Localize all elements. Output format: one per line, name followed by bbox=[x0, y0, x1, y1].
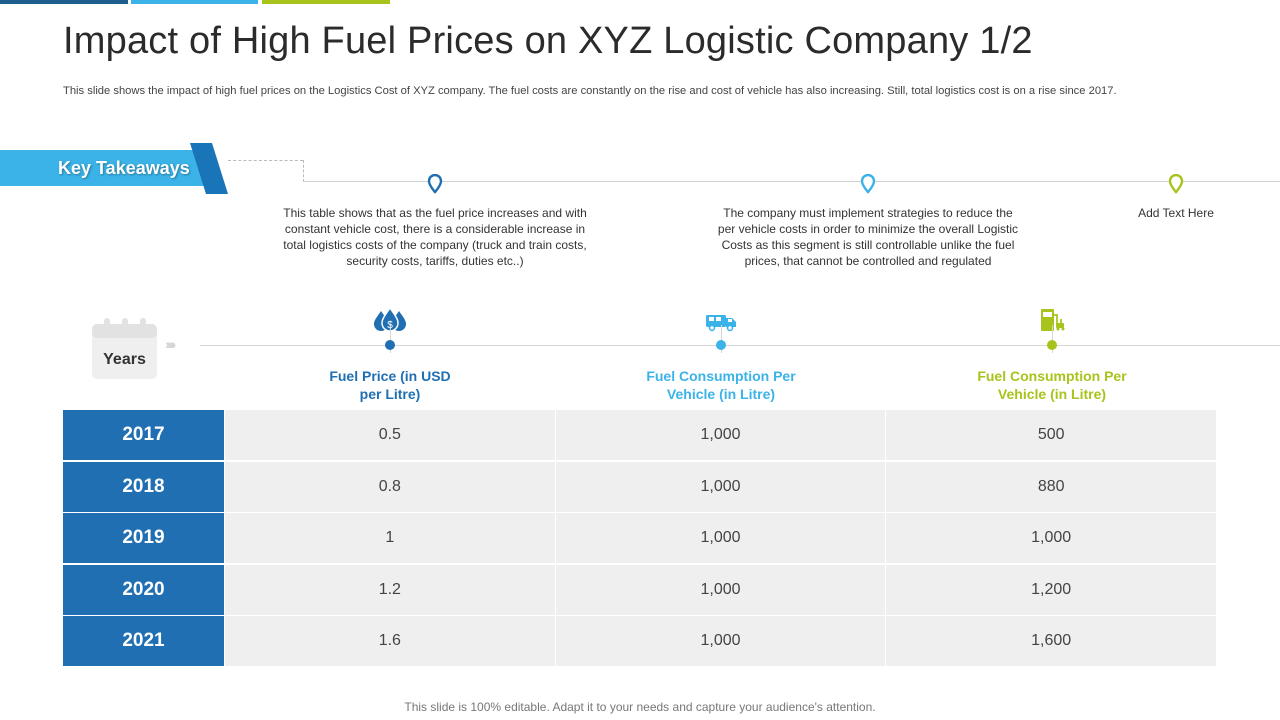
table-cell: 0.8 bbox=[225, 461, 556, 513]
map-pin-icon bbox=[427, 174, 443, 194]
column-dot bbox=[385, 340, 395, 350]
years-label: Years bbox=[103, 351, 146, 368]
table-cell: 0.5 bbox=[225, 410, 556, 461]
slide-subtitle: This slide shows the impact of high fuel… bbox=[63, 85, 1117, 97]
year-cell: 2018 bbox=[63, 461, 225, 513]
accent-bar-dark-blue bbox=[0, 0, 128, 4]
year-cell: 2020 bbox=[63, 564, 225, 616]
column-header-consumption-1: Fuel Consumption Per Vehicle (in Litre) bbox=[646, 368, 796, 402]
map-pin-icon bbox=[860, 174, 876, 194]
table-row: 2020 1.2 1,000 1,200 bbox=[63, 564, 1217, 616]
year-cell: 2017 bbox=[63, 410, 225, 461]
accent-bar-light-blue bbox=[131, 0, 258, 4]
table-row: 2017 0.5 1,000 500 bbox=[63, 410, 1217, 461]
header-line bbox=[200, 345, 1280, 346]
fuel-pump-icon bbox=[1036, 307, 1070, 335]
table-cell: 1,000 bbox=[555, 513, 887, 564]
column-dot bbox=[716, 340, 726, 350]
data-table: 2017 0.5 1,000 500 2018 0.8 1,000 880 20… bbox=[63, 410, 1217, 668]
table-cell: 1,000 bbox=[555, 410, 887, 461]
table-cell: 1.6 bbox=[225, 616, 556, 667]
column-header-fuel-price: Fuel Price (in USD per Litre) bbox=[329, 368, 451, 402]
connector-dashed bbox=[228, 160, 303, 161]
table-cell: 1,200 bbox=[886, 564, 1217, 616]
truck-icon bbox=[704, 307, 738, 335]
table-row: 2021 1.6 1,000 1,600 bbox=[63, 616, 1217, 667]
table-cell: 1,000 bbox=[555, 461, 887, 513]
table-cell: 1.2 bbox=[225, 564, 556, 616]
table-row: 2018 0.8 1,000 880 bbox=[63, 461, 1217, 513]
column-header-consumption-2: Fuel Consumption Per Vehicle (in Litre) bbox=[977, 368, 1127, 402]
column-stem bbox=[1052, 325, 1053, 353]
takeaway-text-3: Add Text Here bbox=[1138, 206, 1214, 220]
map-pin-icon bbox=[1168, 174, 1184, 194]
chevrons-icon: ››››› bbox=[165, 336, 176, 352]
table-row: 2019 1 1,000 1,000 bbox=[63, 513, 1217, 564]
connector-dashed-vertical bbox=[303, 160, 304, 182]
year-cell: 2019 bbox=[63, 513, 225, 564]
table-cell: 1,000 bbox=[555, 616, 887, 667]
accent-bar-green bbox=[262, 0, 390, 4]
takeaway-text-1: This table shows that as the fuel price … bbox=[283, 206, 587, 268]
table-cell: 1 bbox=[225, 513, 556, 564]
table-cell: 1,000 bbox=[886, 513, 1217, 564]
takeaways-timeline bbox=[303, 181, 1280, 182]
table-cell: 500 bbox=[886, 410, 1217, 461]
column-dot bbox=[1047, 340, 1057, 350]
slide-footer: This slide is 100% editable. Adapt it to… bbox=[404, 700, 876, 714]
column-stem bbox=[721, 325, 722, 353]
takeaway-text-2: The company must implement strategies to… bbox=[717, 206, 1019, 268]
column-stem bbox=[390, 325, 391, 353]
year-cell: 2021 bbox=[63, 616, 225, 667]
slide-title: Impact of High Fuel Prices on XYZ Logist… bbox=[63, 20, 1033, 62]
table-cell: 880 bbox=[886, 461, 1217, 513]
key-takeaways-label: Key Takeaways bbox=[58, 158, 190, 178]
key-takeaways-banner bbox=[0, 150, 210, 186]
table-cell: 1,000 bbox=[555, 564, 887, 616]
calendar-icon bbox=[92, 318, 157, 379]
table-cell: 1,600 bbox=[886, 616, 1217, 667]
